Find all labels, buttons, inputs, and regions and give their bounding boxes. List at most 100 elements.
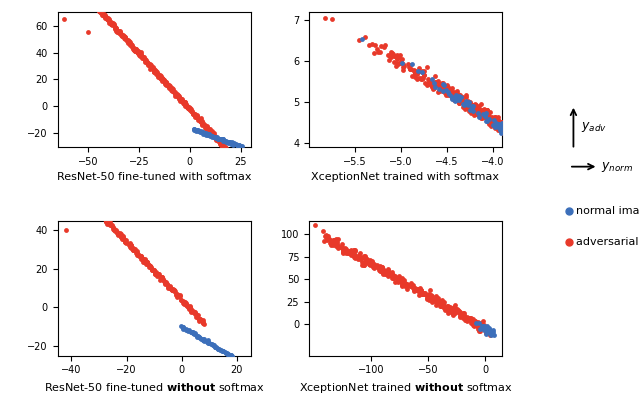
Point: [484, 116, 494, 123]
Point: [103, 219, 113, 225]
Point: [460, 317, 470, 323]
Point: [116, 234, 126, 240]
Point: [210, 343, 220, 350]
Point: [417, 69, 427, 75]
Point: [422, 292, 432, 299]
Point: [74, 189, 84, 196]
Point: [130, 46, 140, 53]
Point: [481, 325, 492, 331]
Point: [483, 329, 493, 335]
Point: [346, 249, 356, 255]
Point: [355, 256, 365, 262]
Point: [488, 122, 499, 128]
Point: [357, 262, 367, 268]
Point: [413, 68, 424, 75]
Point: [368, 264, 378, 270]
Point: [150, 68, 161, 74]
Point: [459, 313, 469, 319]
Point: [493, 114, 503, 120]
Point: [138, 259, 148, 265]
Point: [463, 104, 474, 111]
Point: [202, 123, 212, 130]
Point: [88, 0, 98, 7]
Point: [442, 82, 452, 88]
Point: [181, 326, 191, 332]
Point: [109, 226, 119, 233]
Point: [77, 191, 88, 198]
Point: [370, 42, 380, 48]
Point: [207, 133, 217, 139]
Point: [189, 110, 199, 117]
Point: [206, 130, 216, 136]
Point: [473, 322, 483, 329]
Point: [120, 237, 131, 244]
Point: [490, 125, 500, 132]
Point: [155, 74, 165, 81]
Point: [92, 208, 102, 215]
Point: [504, 131, 514, 138]
Point: [169, 288, 179, 294]
Point: [199, 336, 209, 342]
Point: [189, 309, 199, 316]
Point: [186, 109, 196, 115]
Point: [217, 140, 227, 147]
Point: [73, 192, 83, 198]
Point: [477, 113, 488, 119]
Point: [133, 50, 143, 56]
Point: [147, 265, 157, 272]
Point: [162, 281, 172, 288]
Point: [213, 345, 223, 352]
Point: [83, 201, 93, 207]
Point: [189, 126, 199, 132]
Point: [377, 264, 387, 271]
Point: [71, 185, 81, 192]
Point: [195, 334, 205, 340]
Point: [515, 134, 525, 140]
Point: [504, 128, 514, 135]
Point: [407, 73, 417, 79]
Point: [66, 180, 76, 187]
Point: [502, 125, 512, 131]
Point: [381, 269, 392, 276]
Point: [127, 46, 138, 52]
Point: [497, 125, 507, 131]
Point: [104, 219, 115, 225]
Point: [463, 105, 473, 112]
Point: [202, 124, 212, 130]
Point: [193, 115, 204, 122]
Point: [474, 319, 484, 326]
Point: [443, 305, 453, 311]
Point: [96, 9, 106, 16]
Point: [134, 51, 145, 57]
Point: [515, 134, 525, 140]
Point: [134, 252, 145, 259]
Point: [447, 91, 457, 97]
Point: [179, 301, 189, 307]
Point: [387, 50, 397, 57]
Point: [202, 125, 212, 132]
Point: [133, 48, 143, 55]
Point: [408, 282, 419, 289]
Point: [419, 72, 429, 79]
Point: [470, 101, 480, 107]
Point: [230, 356, 240, 362]
Point: [175, 95, 186, 102]
Point: [196, 317, 207, 324]
Point: [500, 124, 511, 131]
Point: [417, 76, 427, 82]
Point: [214, 135, 224, 142]
Point: [163, 81, 173, 88]
Point: [463, 103, 474, 109]
Point: [349, 246, 360, 253]
Point: [502, 126, 513, 133]
Point: [477, 323, 487, 329]
Point: [141, 261, 151, 267]
Point: [234, 356, 244, 363]
Point: [191, 112, 202, 118]
Point: [83, 0, 93, 2]
Point: [184, 305, 195, 312]
Point: [190, 309, 200, 316]
Point: [198, 320, 209, 326]
Point: [185, 303, 195, 310]
Point: [161, 81, 172, 87]
